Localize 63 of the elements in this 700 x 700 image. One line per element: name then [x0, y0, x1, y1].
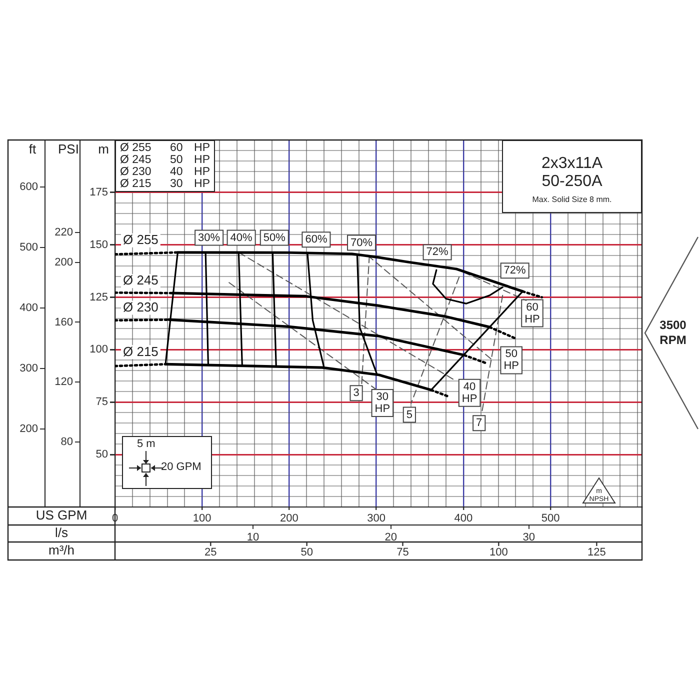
y-axis-title: m: [98, 142, 109, 157]
annotation: 20 GPM: [161, 461, 202, 473]
x-tick-label: 300: [367, 512, 386, 525]
y2-tick-label: 200: [20, 423, 38, 436]
annotation: 60 HP: [524, 301, 540, 326]
x-tick-label: 200: [280, 512, 298, 525]
x2-tick-label: 20: [384, 532, 398, 544]
y2-tick-label: 500: [20, 242, 38, 254]
y3-tick-label: 220: [54, 226, 73, 238]
x2-tick-label: 30: [522, 532, 535, 544]
series-label: Ø 245: [123, 272, 158, 288]
annotation: 72%: [426, 246, 449, 258]
y-tick-label: 50: [96, 448, 108, 461]
annotation: 50-250A: [540, 173, 604, 191]
y3-tick-label: 160: [54, 316, 73, 328]
annotation: 70%: [350, 236, 373, 249]
annotation: 50 HP: [504, 348, 519, 372]
annotation: 7: [476, 417, 482, 430]
annotation: 30%: [198, 232, 220, 244]
y3-axis-title: PSI: [58, 142, 79, 157]
annotation: 5: [406, 408, 412, 421]
x-axis-title: US GPM: [36, 508, 88, 523]
model-box: 2x3x11A 50-250A Max. Solid Size 8 mm.: [502, 140, 642, 213]
annotation: 72%: [504, 264, 526, 277]
y3-tick-label: 120: [54, 376, 73, 388]
y2-axis-title: ft: [28, 142, 36, 157]
series-label: Ø 255: [123, 232, 158, 247]
text: 75: [396, 546, 409, 559]
diameter-table: Ø 255 60 HP Ø 245 50 HP Ø 230 40 HP Ø 215 30 HP: [115, 140, 215, 192]
annotation: 30 HP: [374, 391, 390, 416]
y-tick-label: 175: [90, 186, 108, 198]
annotation: 40%: [230, 232, 253, 244]
text: 3500 RPM: [658, 318, 688, 348]
scale-box: 5 m 20 GPM: [122, 436, 212, 489]
x-tick-label: 500: [541, 512, 560, 525]
annotation: 3: [353, 387, 360, 400]
annotation: 2x3x11A: [540, 155, 604, 173]
annotation: 60%: [305, 234, 328, 246]
text: 25: [204, 546, 217, 559]
x2-tick-label: 10: [246, 532, 260, 544]
annotation: 5 m: [137, 438, 156, 450]
y-tick-label: 150: [90, 238, 108, 251]
y-tick-label: 75: [96, 396, 108, 408]
annotation: 40 HP: [462, 380, 478, 405]
annotation: 50%: [263, 232, 286, 244]
series-label: Ø 215: [123, 344, 158, 359]
text: 50: [300, 546, 313, 559]
text: 125: [588, 546, 606, 559]
annotation: 50: [170, 154, 183, 166]
y-tick-label: 125: [90, 291, 108, 304]
x2-axis-title: l/s: [55, 525, 68, 540]
y-tick-label: 100: [90, 344, 108, 356]
annotation: Max. Solid Size 8 mm.: [531, 194, 613, 206]
y3-tick-label: 80: [60, 436, 73, 448]
y3-tick-label: 200: [54, 256, 73, 268]
y2-tick-label: 400: [20, 302, 38, 314]
series-label: Ø 230: [123, 299, 158, 314]
x-tick-label: 100: [192, 512, 212, 525]
text: m³/h: [48, 542, 74, 558]
x-tick-label: 400: [454, 512, 473, 525]
y2-tick-label: 600: [20, 181, 38, 194]
text: 100: [489, 546, 508, 559]
y2-tick-label: 300: [20, 362, 38, 375]
